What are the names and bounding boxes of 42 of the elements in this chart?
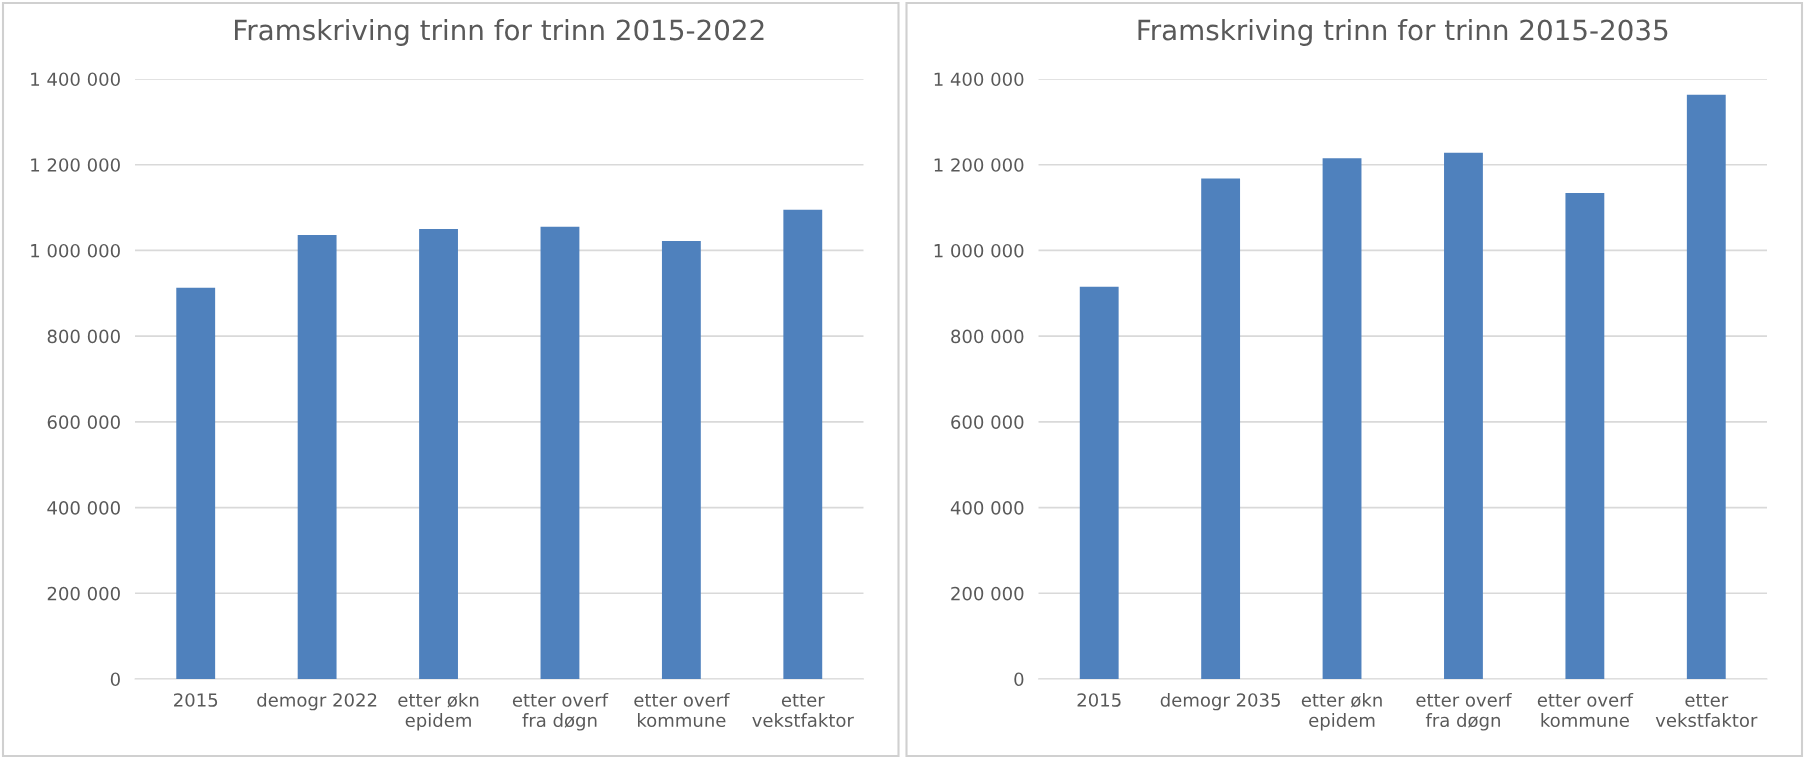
y-tick-label: 1 000 000	[934, 243, 1024, 258]
x-tick-label: etter økn epidem	[1301, 692, 1382, 731]
y-tick-label: 200 000	[47, 586, 120, 601]
y-tick-label: 400 000	[47, 501, 120, 515]
x-tick-label: 2015	[1077, 693, 1121, 707]
y-tick-label: 800 000	[951, 329, 1024, 344]
x-tick-label: etter vekstfaktor	[752, 693, 854, 728]
bar	[1444, 152, 1483, 679]
x-tick-label: demogr 2035	[1160, 692, 1280, 711]
bar	[1686, 94, 1726, 679]
bar	[1565, 193, 1605, 679]
bar	[783, 209, 823, 679]
bar	[419, 229, 458, 679]
y-tick-label: 0	[110, 672, 120, 687]
x-tick-label: etter overf kommune	[634, 692, 730, 728]
bar	[1079, 286, 1119, 679]
y-tick-label: 1 000 000	[31, 243, 120, 258]
x-tick-label: etter overf fra døgn	[1416, 692, 1512, 731]
y-tick-label: 400 000	[950, 501, 1024, 515]
y-tick-label: 1 200 000	[934, 158, 1024, 172]
bar	[1201, 178, 1241, 679]
x-tick-label: etter overf fra døgn	[512, 692, 609, 731]
bar	[1322, 158, 1362, 679]
x-tick-label: etter økn epidem	[398, 692, 479, 731]
y-tick-label: 600 000	[47, 415, 120, 429]
chart-title: Framskriving trinn for trinn 2015-2035	[1138, 19, 1668, 46]
x-tick-label: demogr 2022	[257, 692, 377, 711]
y-tick-label: 800 000	[47, 329, 120, 344]
x-tick-label: etter overf kommune	[1537, 692, 1634, 728]
chart-title: Framskriving trinn for trinn 2015-2022	[235, 19, 764, 46]
bar	[661, 241, 701, 679]
y-tick-label: 200 000	[951, 586, 1024, 601]
x-tick-label: etter vekstfaktor	[1655, 693, 1758, 728]
bar	[297, 235, 337, 679]
x-tick-label: 2015	[174, 693, 218, 707]
bar	[176, 287, 216, 679]
y-tick-label: 1 400 000	[934, 72, 1024, 87]
bar	[540, 226, 580, 679]
y-tick-label: 0	[1014, 672, 1024, 687]
y-tick-label: 1 200 000	[31, 158, 120, 172]
y-tick-label: 600 000	[951, 415, 1024, 429]
y-tick-label: 1 400 000	[31, 72, 120, 87]
